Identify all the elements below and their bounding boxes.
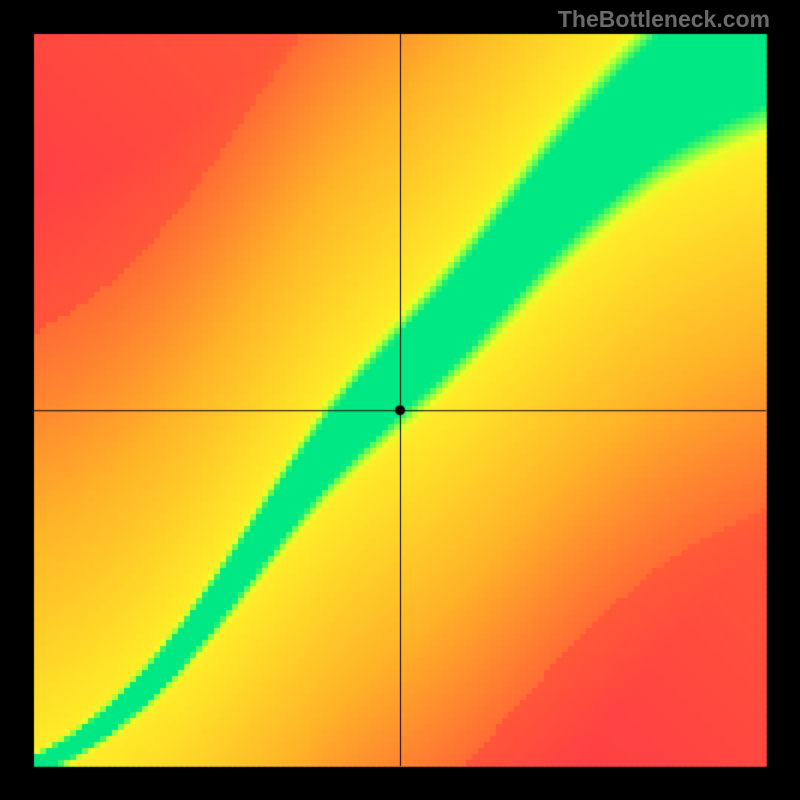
chart-container: TheBottleneck.com bbox=[0, 0, 800, 800]
watermark-text: TheBottleneck.com bbox=[558, 6, 770, 33]
bottleneck-heatmap bbox=[0, 0, 800, 800]
